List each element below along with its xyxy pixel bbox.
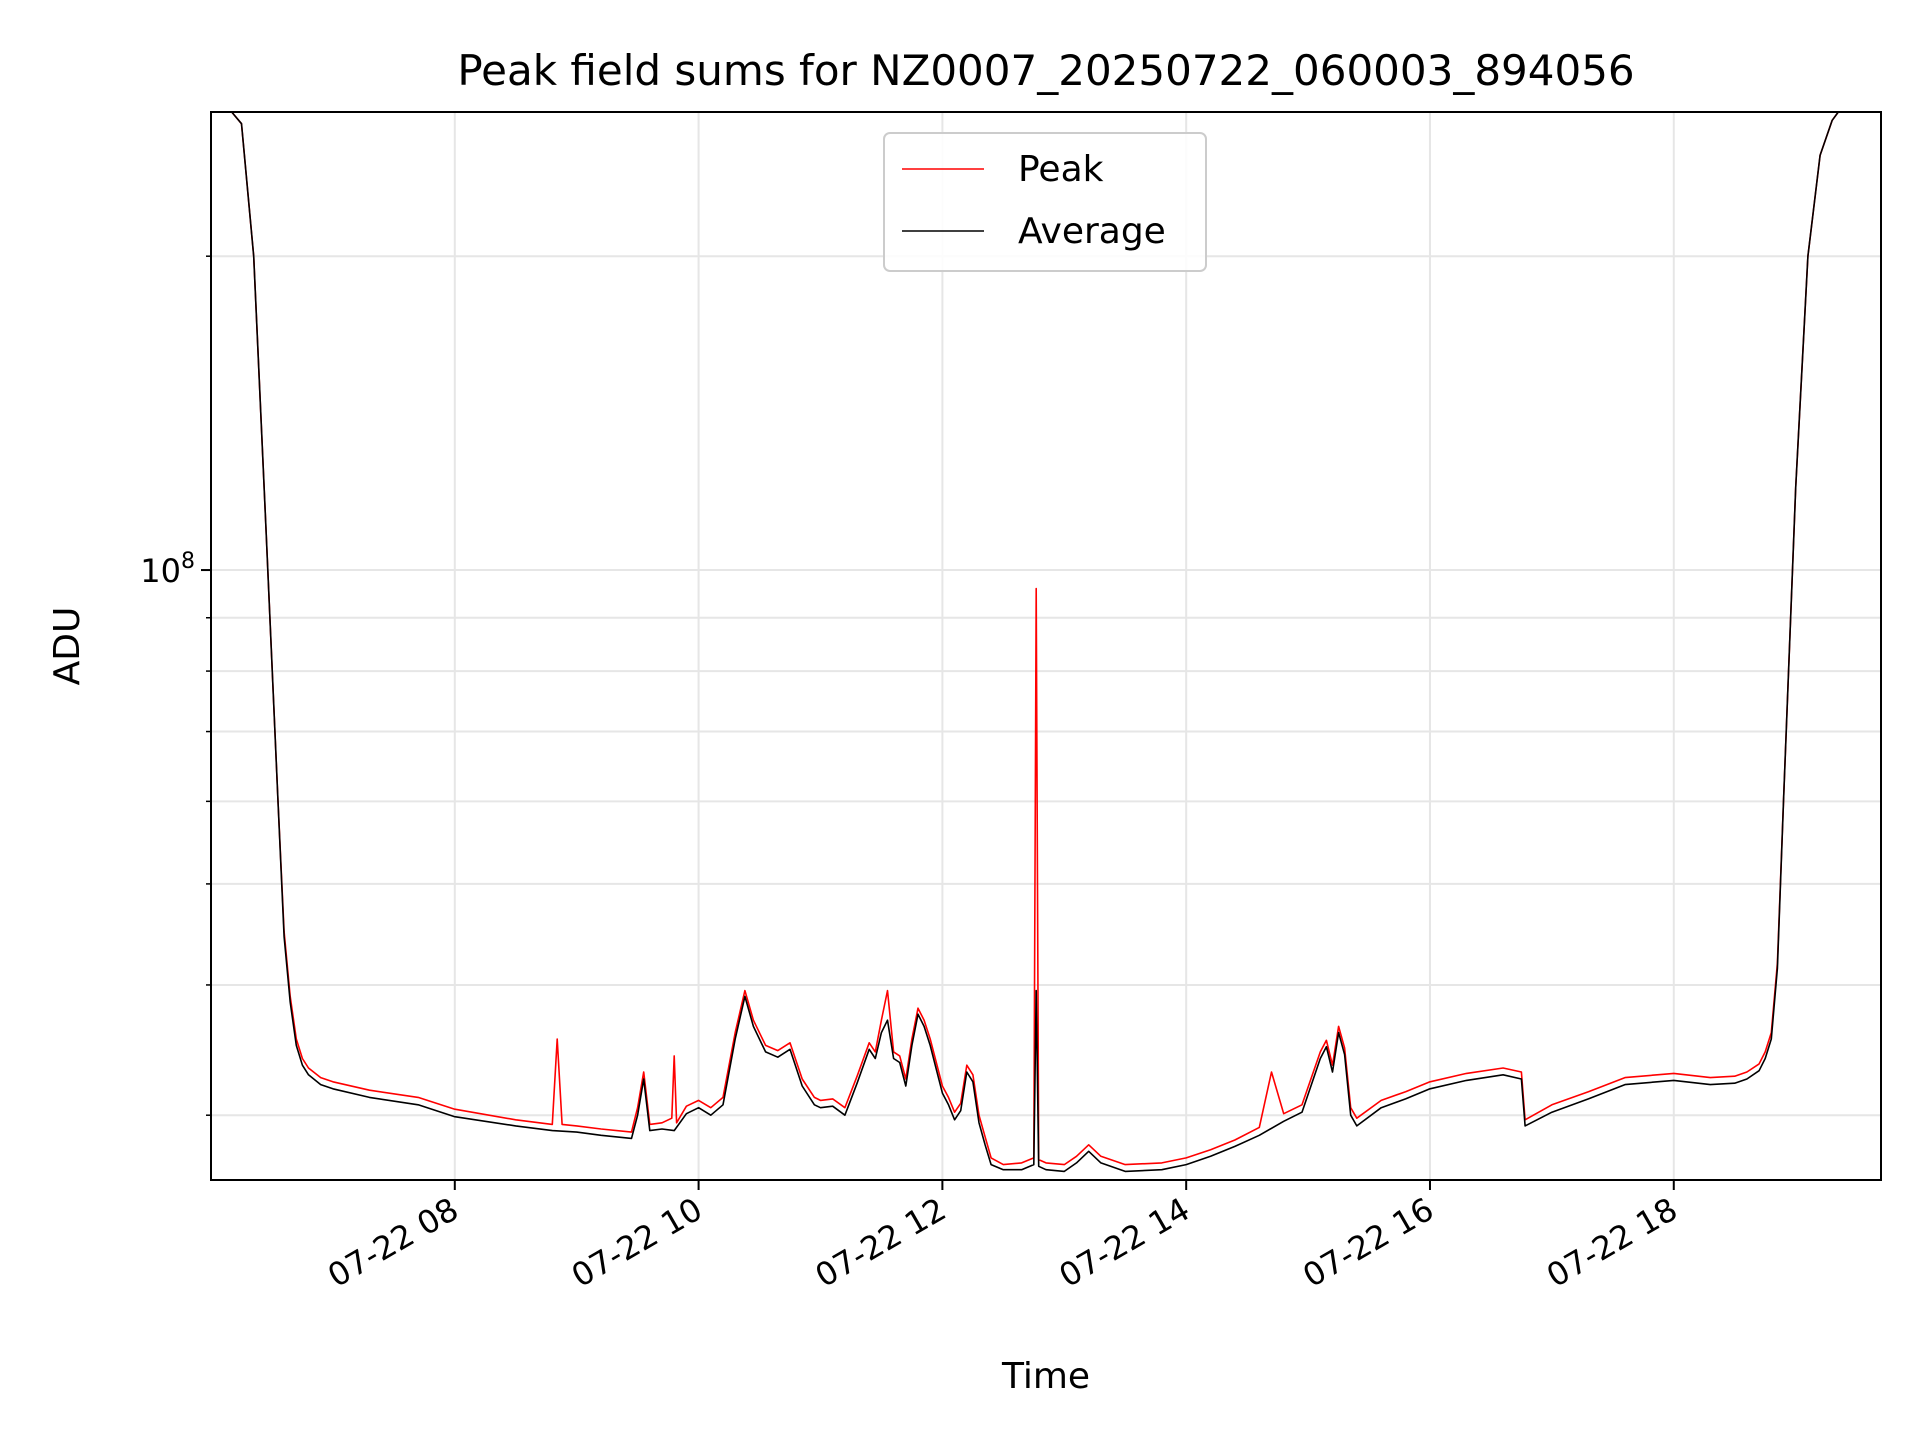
legend-box [883,132,1207,272]
plot-frame [210,111,1882,1181]
chart-title: Peak field sums for NZ0007_20250722_0600… [457,46,1634,95]
legend: Peak Average [883,132,1207,272]
y-axis: 108 [140,255,211,1116]
y-tick-label: 108 [140,549,195,590]
legend-label-peak: Peak [1018,149,1104,190]
x-axis-label: Time [1001,1356,1090,1397]
y-axis-label: ADU [47,607,88,686]
series-line-average [211,111,1881,1173]
legend-label-average: Average [1018,211,1166,252]
series-lines [211,111,1881,1173]
